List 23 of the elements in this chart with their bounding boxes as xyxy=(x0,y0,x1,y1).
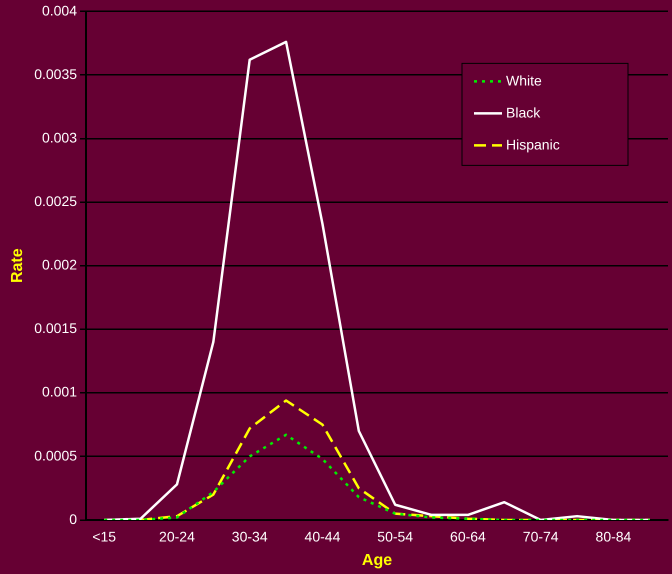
y-tick-label: 0.0005 xyxy=(34,447,78,464)
x-tick-label: <15 xyxy=(92,528,116,544)
y-tick-label: 0.003 xyxy=(42,129,78,146)
legend-label: Black xyxy=(506,104,542,120)
x-tick-label: 50-54 xyxy=(377,528,414,544)
x-axis-title: Age xyxy=(362,552,392,569)
x-tick-label: 30-34 xyxy=(232,528,268,544)
x-tick-label: 60-64 xyxy=(450,528,486,544)
x-tick-label: 40-44 xyxy=(304,528,341,544)
y-tick-label: 0 xyxy=(69,510,78,527)
y-tick-label: 0.0015 xyxy=(34,320,78,336)
legend-label: White xyxy=(506,72,542,88)
x-tick-label: 80-84 xyxy=(596,528,632,544)
y-tick-label: 0.0025 xyxy=(34,192,78,209)
y-tick-label: 0.002 xyxy=(42,256,78,273)
y-tick-label: 0.0035 xyxy=(34,66,78,82)
x-tick-label: 20-24 xyxy=(159,528,196,544)
y-tick-label: 0.001 xyxy=(42,384,78,400)
y-axis-title: Rate xyxy=(9,248,26,284)
y-tick-label: 0.004 xyxy=(42,2,78,18)
x-tick-label: 70-74 xyxy=(522,528,559,544)
line-series xyxy=(102,434,652,520)
legend-label: Hispanic xyxy=(506,136,560,152)
